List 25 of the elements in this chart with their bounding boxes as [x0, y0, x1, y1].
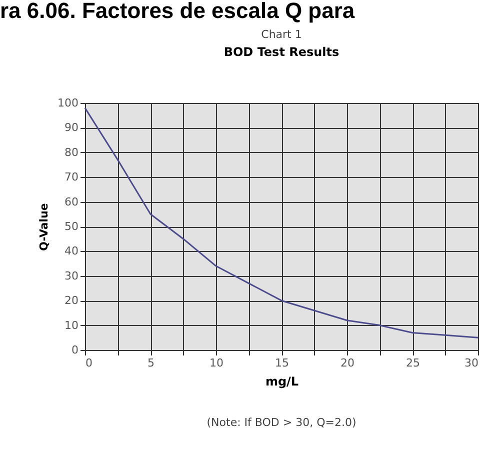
y-tick-label: 60 [64, 195, 78, 208]
x-tick-label: 25 [406, 356, 420, 370]
y-tick-label: 80 [64, 146, 78, 159]
y-tick-label: 100 [58, 96, 78, 110]
y-tick-label: 90 [64, 121, 78, 134]
y-tick-label: 50 [64, 220, 78, 233]
x-tick-label: 30 [464, 356, 478, 370]
y-axis-title: Q-Value [38, 203, 51, 251]
text: (Note: If BOD > 30, Q=2.0) [206, 416, 356, 429]
y-tick-label: 40 [64, 244, 78, 258]
y-tick-label: 10 [64, 318, 78, 332]
x-tick-label: 15 [275, 356, 289, 370]
x-tick-label: 10 [210, 356, 224, 370]
x-tick-label: 20 [340, 356, 354, 370]
y-tick-label: 70 [64, 170, 78, 184]
text: ra 6.06. Factores de escala Q para [0, 0, 356, 23]
line-series [84, 107, 479, 338]
chart-title: Chart 1 [261, 28, 302, 41]
y-tick-label: 30 [64, 269, 78, 282]
x-tick-label: 5 [148, 356, 154, 370]
x-tick-label: 0 [86, 356, 92, 370]
y-tick-label: 20 [64, 294, 78, 308]
chart-subtitle: BOD Test Results [224, 45, 340, 59]
y-tick-label: 0 [72, 344, 78, 356]
x-axis-title: mg/L [265, 374, 299, 388]
